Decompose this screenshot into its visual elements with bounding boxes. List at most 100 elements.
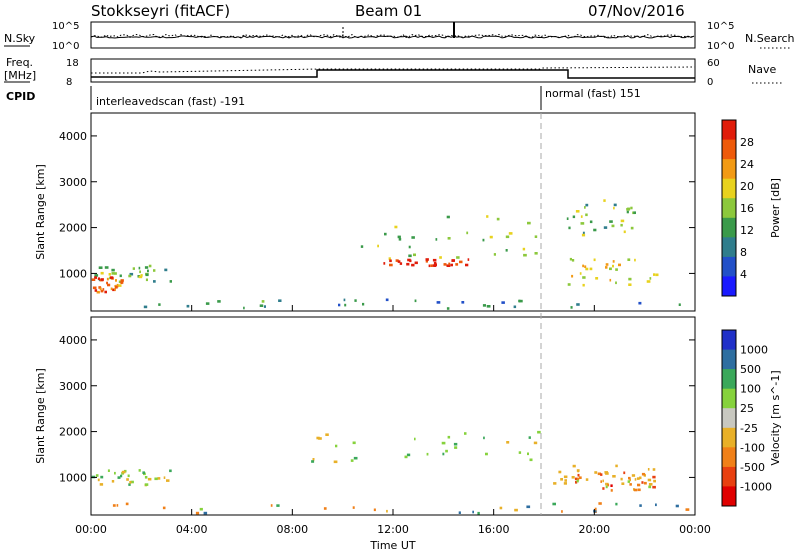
velocity-panel: 1000 2000 3000 4000 Slant Range [km] — [34, 316, 696, 516]
echo-cell — [126, 478, 129, 481]
echo-cell — [508, 232, 513, 235]
y-tick-label: 1000 — [59, 267, 87, 280]
echo-cell — [142, 471, 145, 474]
echo-cell — [333, 460, 338, 464]
echo-cell — [593, 258, 596, 262]
echo-cell — [610, 484, 613, 487]
colorbar-swatch — [722, 120, 736, 141]
echo-cell — [620, 477, 623, 481]
echo-cell — [465, 263, 469, 267]
echo-cell — [649, 277, 652, 280]
colorbar-tick-label: 16 — [740, 202, 754, 215]
nave-tick-top: 60 — [707, 58, 720, 69]
echo-cell — [623, 230, 626, 234]
echo-cell — [584, 265, 587, 268]
echo-cell — [125, 502, 129, 506]
echo-cell — [574, 477, 578, 481]
colorbar-tick-label: -1000 — [740, 480, 772, 493]
echo-cell — [95, 474, 99, 477]
echo-cell — [118, 280, 122, 284]
echo-cell — [594, 471, 598, 474]
x-tick-label: 12:00 — [377, 523, 409, 536]
echo-cell — [634, 478, 637, 481]
echo-cell — [629, 478, 631, 482]
echo-cell — [570, 306, 573, 309]
echo-cell — [534, 235, 538, 238]
freq-panel-frame — [90, 58, 696, 83]
echo-cell — [114, 288, 116, 291]
echo-cell — [637, 483, 641, 487]
echo-cell — [99, 483, 104, 486]
echo-cell — [595, 277, 599, 280]
colorbar-tick-label: 500 — [740, 363, 761, 376]
echo-cell — [615, 502, 618, 506]
echo-cell — [119, 274, 122, 278]
echo-cell — [575, 481, 578, 484]
echo-cell — [518, 299, 523, 303]
freq-tick-bottom: 8 — [66, 77, 72, 88]
echo-cell — [147, 477, 152, 481]
echo-cell — [589, 220, 593, 224]
echo-cell — [526, 505, 531, 509]
echo-cell — [575, 210, 580, 213]
echo-cell — [446, 307, 450, 310]
echo-cell — [106, 277, 109, 281]
echo-cell — [628, 476, 631, 480]
echo-cell — [384, 232, 387, 236]
noise-panel-frame — [90, 21, 696, 49]
echo-cell — [397, 260, 401, 263]
echo-cell — [120, 281, 123, 285]
echo-cell — [407, 258, 411, 262]
echo-cell — [446, 264, 451, 267]
echo-cell — [352, 506, 355, 509]
echo-cell — [408, 254, 412, 258]
cpid-mode-2: normal (fast) 151 — [545, 87, 641, 100]
freq-series — [91, 69, 695, 79]
echo-cell — [648, 483, 653, 486]
echo-cell — [162, 506, 166, 510]
echo-cell — [243, 306, 245, 310]
echo-cell — [145, 278, 148, 282]
echo-cell — [628, 277, 632, 281]
x-tick-label: 16:00 — [478, 523, 510, 536]
echo-cell — [626, 208, 630, 211]
echo-cell — [611, 224, 615, 228]
echo-cell — [425, 260, 428, 263]
echo-cell — [388, 257, 391, 260]
echo-cell — [571, 259, 575, 262]
echo-cell — [100, 289, 104, 293]
echo-cell — [584, 206, 586, 209]
echo-cell — [426, 452, 429, 456]
echo-cell — [323, 507, 327, 510]
echo-cell — [94, 289, 98, 292]
echo-cell — [425, 258, 429, 261]
echo-cell — [398, 238, 402, 241]
echo-cell — [144, 476, 148, 479]
echo-cell — [169, 280, 172, 283]
echo-cell — [615, 281, 617, 285]
power-echo-cells — [91, 199, 681, 310]
echo-cell — [634, 258, 636, 262]
echo-cell — [129, 272, 134, 276]
echo-cell — [461, 301, 465, 304]
echo-cell — [567, 283, 571, 286]
echo-cell — [163, 476, 166, 479]
echo-cell — [110, 276, 114, 279]
y-tick-label: 2000 — [59, 426, 87, 439]
freq-label-line2: [MHz] — [4, 69, 36, 82]
colorbar-tick-label: 28 — [740, 136, 754, 149]
colorbar-swatch — [722, 178, 736, 199]
echo-cell — [553, 482, 557, 485]
echo-cell — [579, 272, 582, 275]
echo-cell — [128, 274, 132, 278]
freq-tick-top: 18 — [66, 58, 79, 69]
y-tick-label: 2000 — [59, 222, 87, 235]
echo-cell — [568, 226, 571, 230]
echo-cell — [413, 253, 416, 257]
noise-right-tick-top: 10^5 — [707, 21, 734, 32]
echo-cell — [435, 238, 438, 241]
echo-cell — [343, 298, 346, 302]
echo-cell — [633, 211, 636, 214]
colorbar-tick-label: 4 — [740, 268, 747, 281]
echo-cell — [655, 503, 657, 507]
